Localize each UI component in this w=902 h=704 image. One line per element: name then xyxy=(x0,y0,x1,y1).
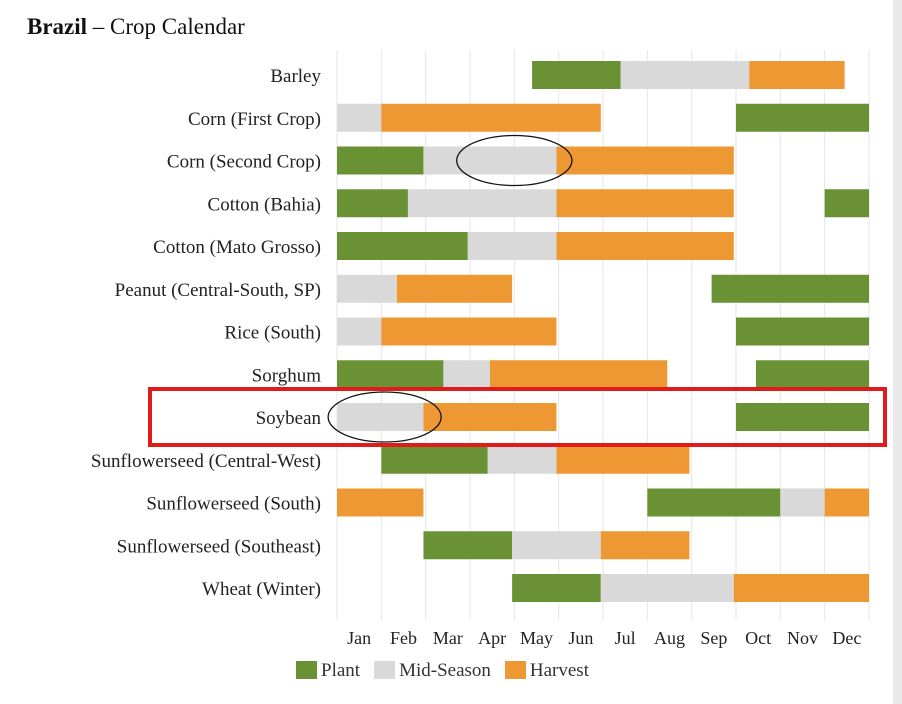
bar-plant-corn-second-crop xyxy=(337,146,424,175)
bar-plant-sorghum xyxy=(337,360,444,389)
bar-harvest-sunflowerseed-south xyxy=(337,488,424,517)
crop-label-barley: Barley xyxy=(270,66,321,87)
bar-mid-cotton-mato-grosso xyxy=(467,232,557,260)
bar-plant-barley xyxy=(532,61,621,89)
bar-mid-wheat-winter xyxy=(600,574,734,602)
bar-harvest-rice-south xyxy=(381,317,557,346)
month-label-mar: Mar xyxy=(433,628,463,648)
legend-label-plant: Plant xyxy=(321,659,361,681)
window-edge xyxy=(893,0,902,704)
bar-mid-peanut-central-south-sp xyxy=(337,274,397,303)
bar-mid-soybean xyxy=(337,403,424,431)
legend-label-mid: Mid-Season xyxy=(399,659,491,681)
bar-harvest-barley xyxy=(749,61,845,89)
legend-label-harvest: Harvest xyxy=(529,659,589,681)
month-label-jan: Jan xyxy=(347,628,371,648)
highlight-rectangle xyxy=(148,387,887,447)
bar-mid-corn-second-crop xyxy=(423,146,557,175)
crop-label-sunflowerseed-southeast: Sunflowerseed (Southeast) xyxy=(117,536,321,557)
bar-plant-soybean xyxy=(736,403,869,431)
month-label-jun: Jun xyxy=(568,628,593,648)
crop-label-wheat-winter: Wheat (Winter) xyxy=(202,579,321,600)
annotation-ellipse xyxy=(456,134,573,187)
bar-harvest-cotton-mato-grosso xyxy=(556,232,734,260)
legend-swatch-plant xyxy=(296,660,317,679)
bar-harvest-corn-first-crop xyxy=(381,103,601,132)
title-dash: – xyxy=(92,14,105,39)
crop-label-corn-second-crop: Corn (Second Crop) xyxy=(167,152,321,173)
bar-harvest-sunflowerseed-central-west xyxy=(556,445,690,474)
bar-mid-sunflowerseed-south xyxy=(780,488,825,517)
legend-item-mid: Mid-Season xyxy=(374,660,491,682)
bar-plant-corn-first-crop xyxy=(736,103,869,132)
bar-mid-sunflowerseed-southeast xyxy=(512,531,601,560)
month-label-feb: Feb xyxy=(390,628,417,648)
crop-label-soybean: Soybean xyxy=(256,408,322,429)
month-label-oct: Oct xyxy=(745,628,771,648)
bar-harvest-soybean xyxy=(423,403,557,431)
title-country: Brazil xyxy=(27,14,88,39)
month-label-apr: Apr xyxy=(478,628,506,648)
crop-label-sunflowerseed-south: Sunflowerseed (South) xyxy=(146,494,321,515)
bar-plant-cotton-mato-grosso xyxy=(337,232,468,260)
bar-mid-sorghum xyxy=(443,360,490,389)
bar-plant-sunflowerseed-southeast xyxy=(423,531,513,560)
bar-harvest-wheat-winter xyxy=(733,574,869,602)
legend-swatch-mid xyxy=(374,660,396,679)
crop-label-rice-south: Rice (South) xyxy=(224,323,321,344)
bar-plant-rice-south xyxy=(736,317,869,346)
crop-label-sorghum: Sorghum xyxy=(252,365,322,386)
legend-item-harvest: Harvest xyxy=(504,659,589,682)
legend-swatch-harvest xyxy=(504,660,526,679)
bar-harvest-sunflowerseed-southeast xyxy=(600,531,690,560)
bar-harvest-sorghum xyxy=(489,360,668,389)
month-label-aug: Aug xyxy=(654,628,685,648)
bar-plant-peanut-central-south-sp xyxy=(711,274,869,303)
crop-label-cotton-bahia: Cotton (Bahia) xyxy=(208,194,321,215)
bar-mid-corn-first-crop xyxy=(337,103,382,132)
bar-plant-wheat-winter xyxy=(512,574,601,602)
bar-plant-sunflowerseed-south xyxy=(647,488,781,517)
title-subtitle: Crop Calendar xyxy=(110,14,245,39)
bar-mid-sunflowerseed-central-west xyxy=(487,445,557,474)
annotation-ellipse xyxy=(327,391,442,443)
bar-mid-cotton-bahia xyxy=(407,189,557,218)
crop-label-sunflowerseed-central-west: Sunflowerseed (Central-West) xyxy=(91,451,321,472)
bar-harvest-cotton-bahia xyxy=(556,189,734,218)
legend-item-plant: Plant xyxy=(296,660,360,682)
bar-harvest-corn-second-crop xyxy=(556,146,734,175)
chart-legend: Plant Mid-Season Harvest xyxy=(296,659,603,681)
chart-title: Brazil – Crop Calendar xyxy=(27,14,245,40)
bar-mid-barley xyxy=(620,61,750,89)
month-label-sep: Sep xyxy=(700,628,727,648)
bar-mid-rice-south xyxy=(337,317,382,346)
crop-label-peanut-central-south-sp: Peanut (Central-South, SP) xyxy=(115,280,321,301)
month-label-may: May xyxy=(520,628,553,648)
bar-harvest-peanut-central-south-sp xyxy=(396,274,513,303)
month-label-jul: Jul xyxy=(615,628,636,648)
bar-plant-sorghum xyxy=(755,360,869,389)
month-label-dec: Dec xyxy=(832,628,861,648)
bar-harvest-sunflowerseed-south xyxy=(824,488,869,517)
bar-plant-sunflowerseed-central-west xyxy=(381,445,488,474)
month-label-nov: Nov xyxy=(787,628,818,648)
bar-plant-cotton-bahia xyxy=(824,189,869,218)
crop-label-cotton-mato-grosso: Cotton (Mato Grosso) xyxy=(153,237,321,258)
crop-label-corn-first-crop: Corn (First Crop) xyxy=(188,109,321,130)
bar-plant-cotton-bahia xyxy=(337,189,408,218)
